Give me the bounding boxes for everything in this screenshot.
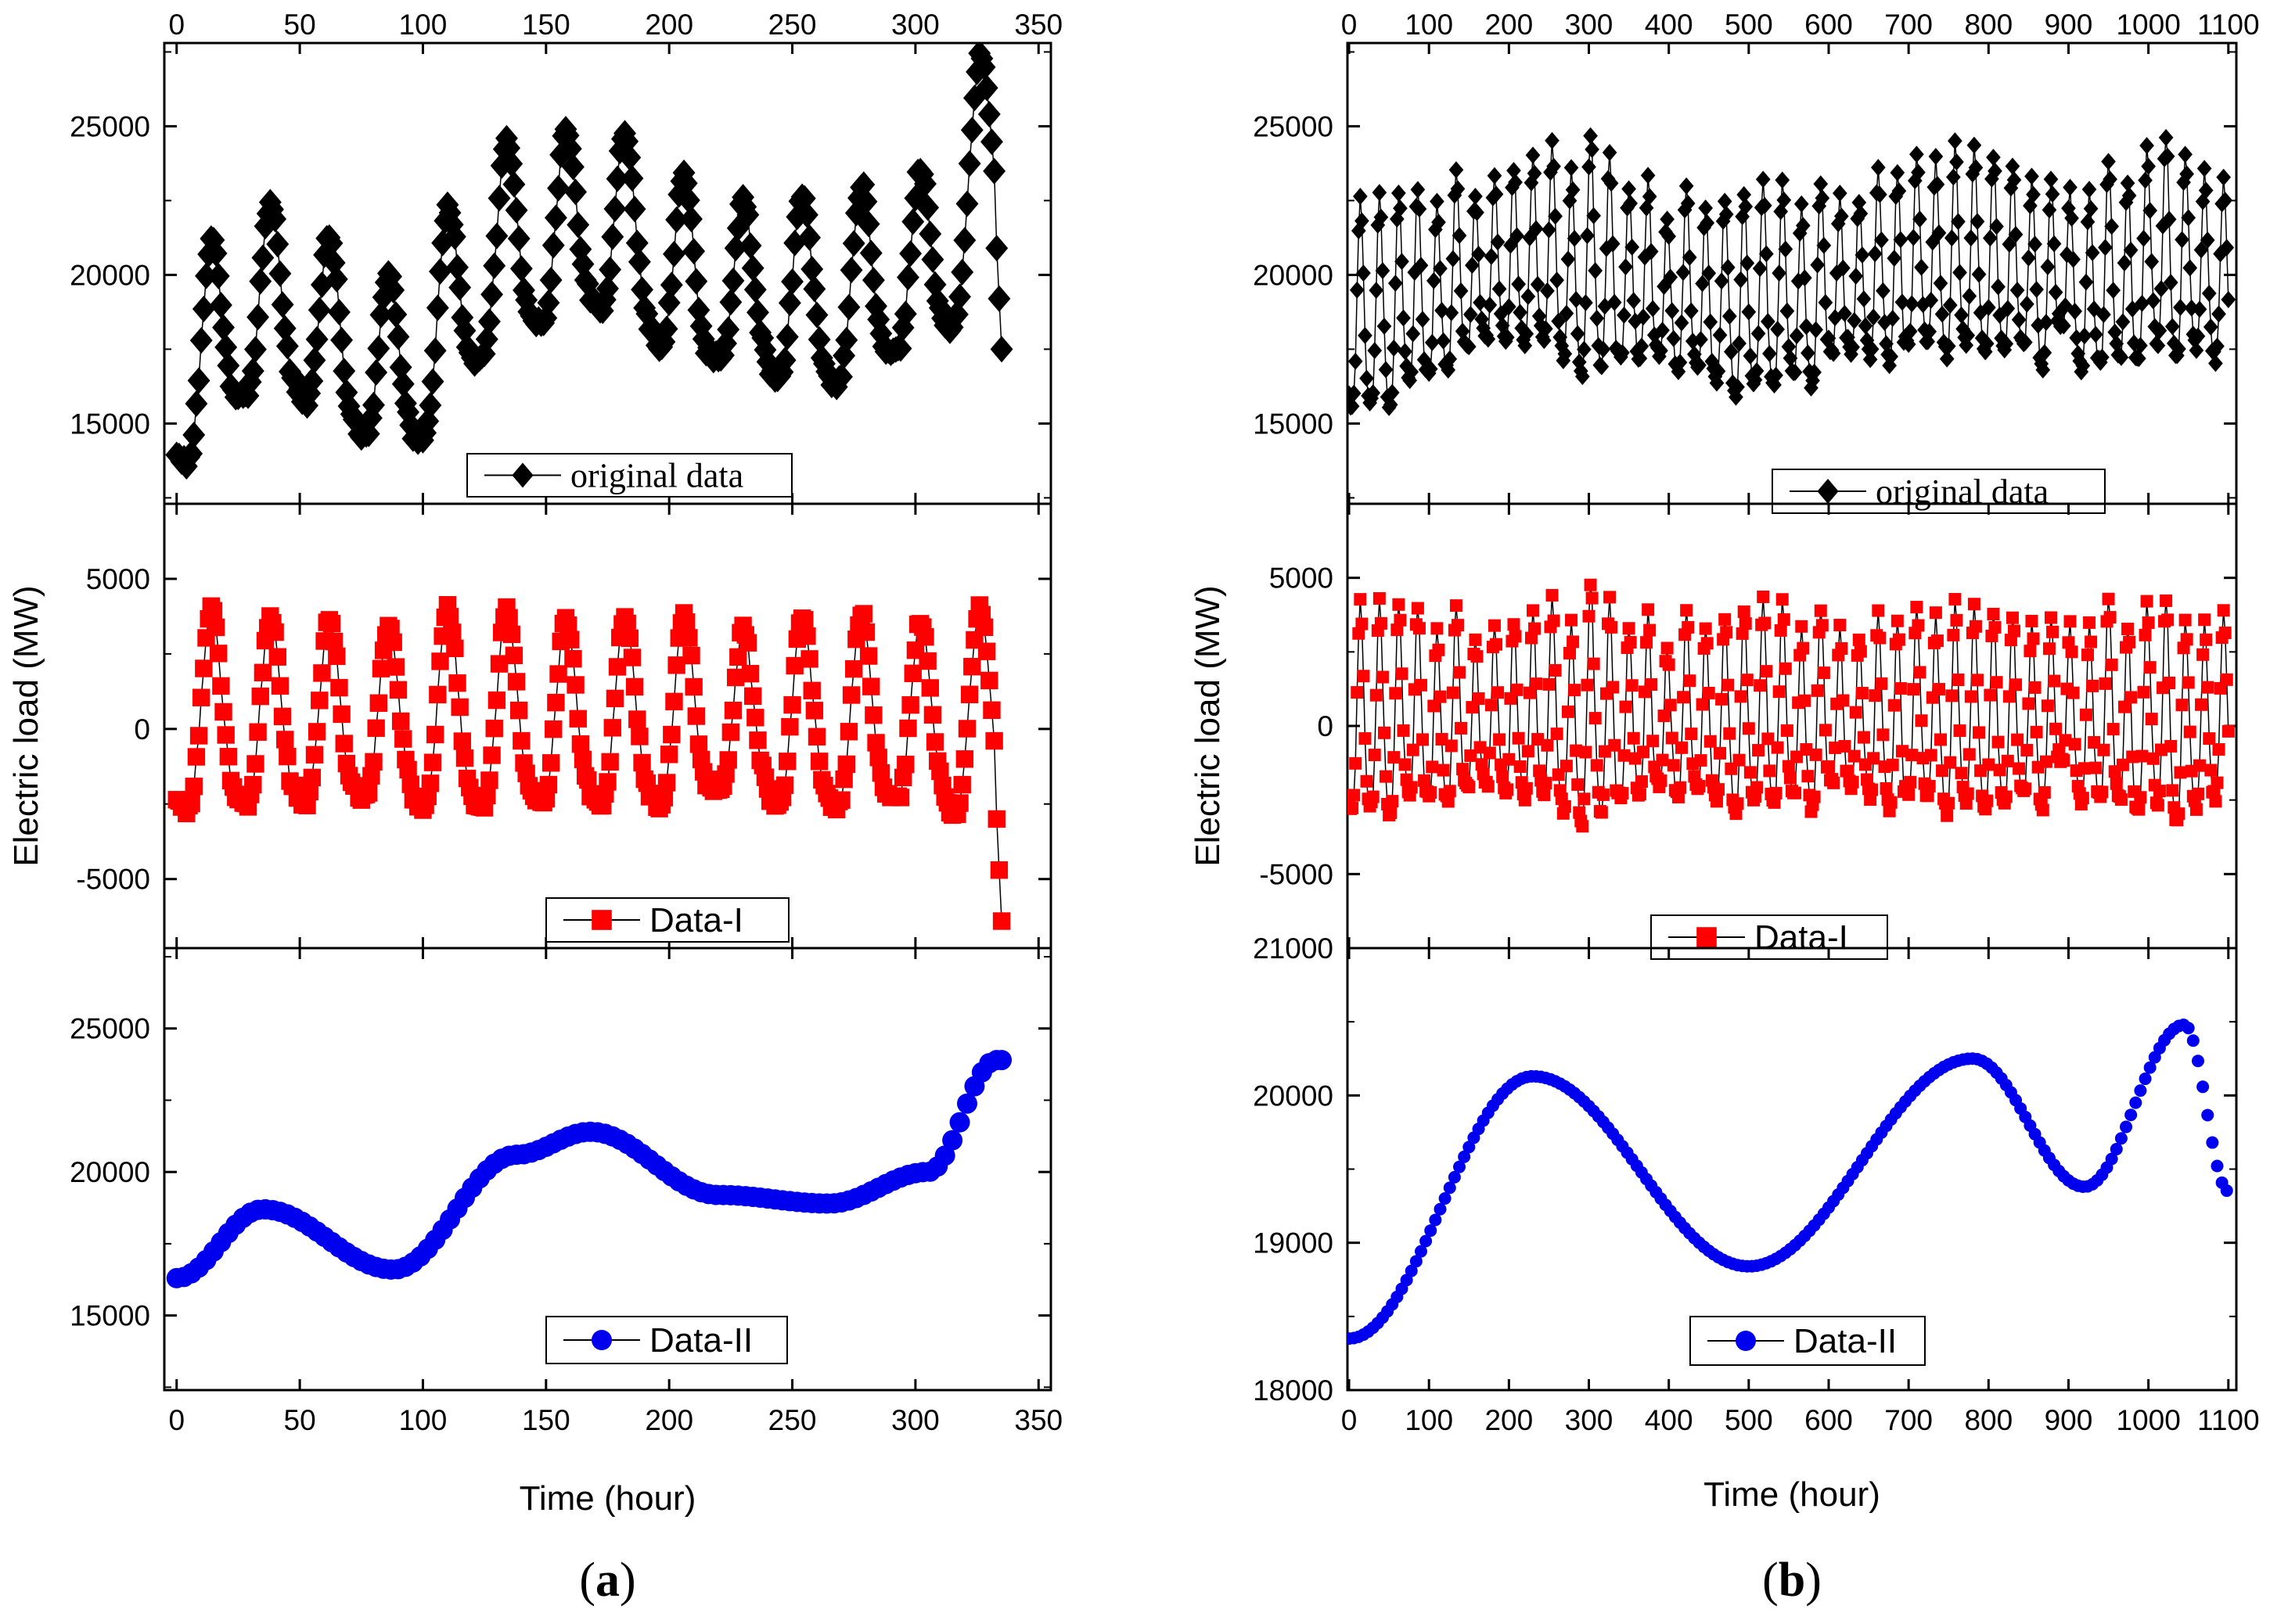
x-tick-label: 400 [1645,1404,1693,1436]
y-tick-label: 25000 [1253,110,1333,142]
top-x-tick-label: 200 [645,9,693,41]
series-d2 [1347,1018,2233,1346]
x-tick-label: 100 [399,1404,448,1436]
top-x-tick-label: 250 [768,9,817,41]
top-x-tick-label: 300 [891,9,940,41]
y-tick-label: 19000 [1253,1227,1333,1259]
legend-label: Data-I [649,901,743,940]
top-x-tick-label: 100 [399,9,448,41]
top-x-tick-label: 0 [168,9,185,41]
y-tick-label: 21000 [1253,932,1333,965]
y-tick-label: 0 [1317,710,1333,742]
series-orig [165,43,1013,480]
subplot-orig: 15000 20000 25000 original data [70,41,1052,505]
x-tick-label: 700 [1884,1404,1933,1436]
y-tick-label: -5000 [76,864,150,896]
top-x-tick-label: 300 [1565,9,1613,41]
top-x-tick-label: 200 [1484,9,1533,41]
x-axis-label: Time (hour) [520,1479,696,1518]
x-axis-label: Time (hour) [1703,1475,1880,1514]
x-tick-label: 600 [1804,1404,1853,1436]
x-tick-label: 1100 [2197,1404,2260,1436]
legend-orig: original data [1772,469,2106,514]
top-x-tick-label: 50 [284,9,316,41]
x-tick-label: 300 [1565,1404,1613,1436]
y-tick-label: 15000 [70,1300,150,1332]
y-tick-label: 5000 [86,563,150,595]
x-tick-label: 100 [1405,1404,1453,1436]
x-tick-label: 500 [1725,1404,1773,1436]
legend-label: Data-I [1754,918,1848,957]
top-x-tick-label: 600 [1804,9,1853,41]
x-tick-label: 1000 [2116,1404,2180,1436]
y-tick-label: 20000 [1253,1080,1333,1112]
y-tick-label: 18000 [1253,1374,1333,1407]
top-x-tick-label: 700 [1884,9,1933,41]
x-tick-label: 50 [284,1404,316,1436]
panel-caption: (a) [579,1554,635,1607]
top-x-tick-label: 400 [1645,9,1693,41]
legend-d1: Data-I [545,897,790,943]
subplot-d2: 15000 20000 25000 Data-II [70,947,1052,1392]
subplot-d1: -5000 0 5000 Data-I [1259,502,2238,960]
y-tick-label: 20000 [1253,259,1333,291]
top-x-tick-label: 150 [522,9,570,41]
subplot-d1: -5000 0 5000 Data-I [76,502,1052,950]
legend-d2: Data-II [1689,1316,1926,1366]
y-tick-label: 20000 [70,259,150,291]
series-d1 [167,595,1011,930]
legend-label: original data [1876,472,2049,511]
subplot-d2: 18000 19000 20000 21000 Data-II [1253,932,2238,1407]
plot-frame [163,947,1052,1392]
top-x-tick-label: 500 [1725,9,1773,41]
legend-orig: original data [466,453,793,498]
top-x-tick-label: 1000 [2116,9,2180,41]
x-tick-label: 900 [2045,1404,2093,1436]
legend-label: Data-II [1793,1322,1897,1360]
y-tick-label: -5000 [1259,858,1333,890]
y-tick-label: 5000 [1269,562,1333,595]
top-x-tick-label: 0 [1341,9,1358,41]
x-tick-label: 200 [645,1404,693,1436]
y-tick-label: 20000 [70,1156,150,1188]
y-tick-label: 0 [134,713,150,746]
legend-d2: Data-II [545,1316,788,1364]
x-tick-label: 0 [1341,1404,1358,1436]
x-tick-label: 150 [522,1404,570,1436]
series-d2 [166,1050,1013,1288]
subplot-orig: 15000 20000 25000 original data [1253,41,2238,514]
plot-frame [1346,41,2238,505]
x-tick-label: 250 [768,1404,817,1436]
series-orig [1347,127,2236,416]
y-tick-label: 15000 [1253,408,1333,440]
top-x-tick-label: 1100 [2197,9,2260,41]
legend-label: original data [570,457,743,495]
x-tick-label: 350 [1014,1404,1063,1436]
legend-label: Data-II [649,1321,753,1360]
top-x-tick-label: 900 [2045,9,2093,41]
x-tick-label: 300 [891,1404,940,1436]
y-tick-label: 25000 [70,110,150,142]
top-x-tick-label: 100 [1405,9,1453,41]
y-tick-label: 15000 [70,408,150,440]
y-tick-label: 25000 [70,1013,150,1045]
y-axis-label: Electric load (MW) [7,585,45,866]
top-x-tick-label: 800 [1964,9,2013,41]
y-axis-label: Electric load (MW) [1189,585,1227,866]
series-d1 [1347,578,2235,833]
legend-d1: Data-I [1650,914,1888,960]
panel-caption: (b) [1762,1554,1822,1607]
x-tick-label: 200 [1484,1404,1533,1436]
top-x-tick-label: 350 [1014,9,1063,41]
x-tick-label: 0 [168,1404,185,1436]
x-tick-label: 800 [1964,1404,2013,1436]
